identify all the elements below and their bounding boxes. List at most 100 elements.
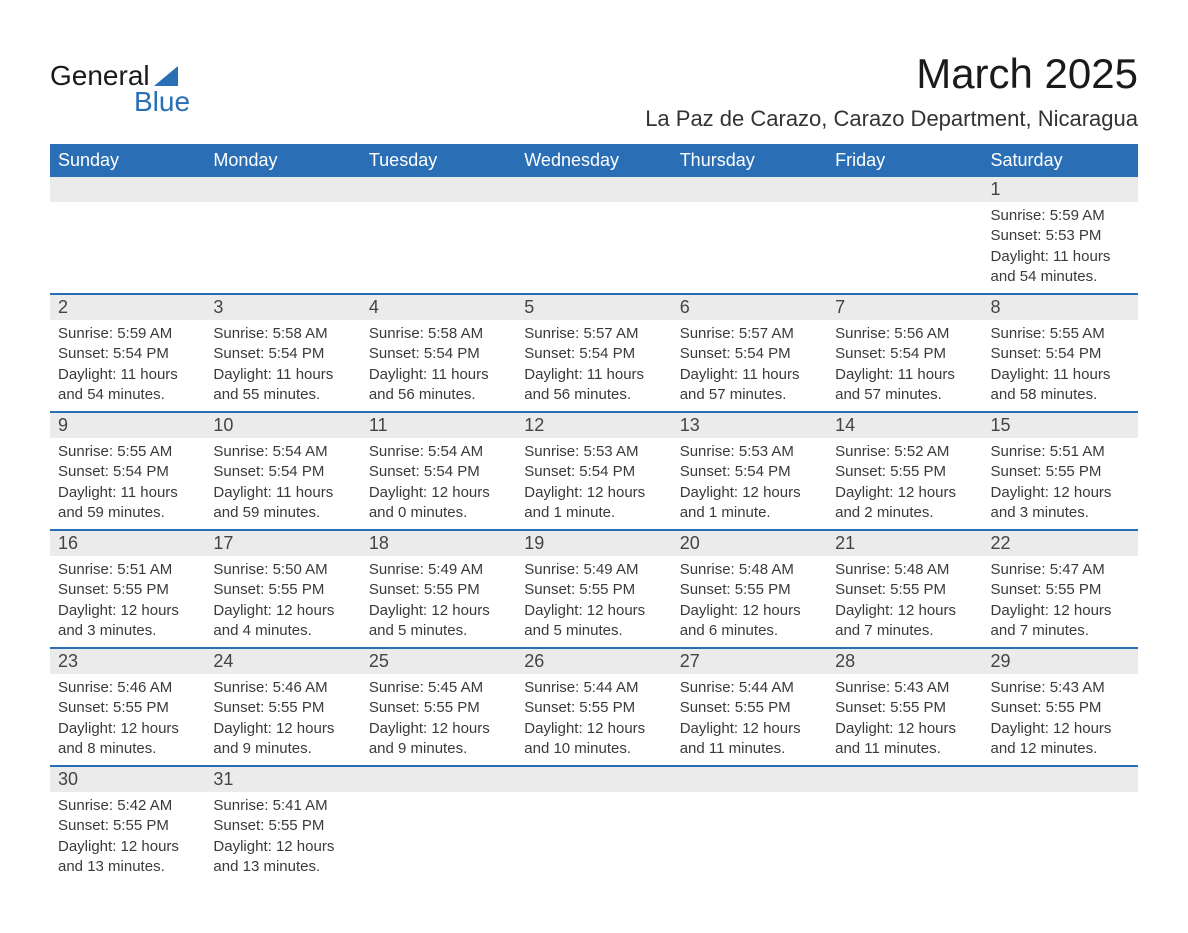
calendar-week-row: 16Sunrise: 5:51 AMSunset: 5:55 PMDayligh…	[50, 530, 1138, 648]
sunrise-text: Sunrise: 5:58 AM	[369, 324, 508, 344]
sunset-text: Sunset: 5:55 PM	[680, 580, 819, 600]
calendar-cell: 27Sunrise: 5:44 AMSunset: 5:55 PMDayligh…	[672, 648, 827, 766]
calendar-cell	[361, 177, 516, 294]
sunrise-text: Sunrise: 5:54 AM	[369, 442, 508, 462]
sunrise-text: Sunrise: 5:53 AM	[680, 442, 819, 462]
day-number: 5	[516, 295, 671, 320]
day-details: Sunrise: 5:58 AMSunset: 5:54 PMDaylight:…	[205, 320, 360, 411]
sunrise-text: Sunrise: 5:55 AM	[991, 324, 1130, 344]
calendar-cell: 17Sunrise: 5:50 AMSunset: 5:55 PMDayligh…	[205, 530, 360, 648]
weekday-header: Saturday	[983, 144, 1138, 177]
day-number: 11	[361, 413, 516, 438]
calendar-body: 1Sunrise: 5:59 AMSunset: 5:53 PMDaylight…	[50, 177, 1138, 883]
sunset-text: Sunset: 5:54 PM	[369, 344, 508, 364]
day-number: 13	[672, 413, 827, 438]
calendar-week-row: 1Sunrise: 5:59 AMSunset: 5:53 PMDaylight…	[50, 177, 1138, 294]
sunrise-text: Sunrise: 5:59 AM	[58, 324, 197, 344]
calendar-header: SundayMondayTuesdayWednesdayThursdayFrid…	[50, 144, 1138, 177]
calendar-cell: 13Sunrise: 5:53 AMSunset: 5:54 PMDayligh…	[672, 412, 827, 530]
day-number: 17	[205, 531, 360, 556]
day-number: 30	[50, 767, 205, 792]
calendar-cell: 3Sunrise: 5:58 AMSunset: 5:54 PMDaylight…	[205, 294, 360, 412]
day-number	[50, 177, 205, 202]
day-number	[672, 767, 827, 792]
sunset-text: Sunset: 5:54 PM	[213, 462, 352, 482]
sunrise-text: Sunrise: 5:48 AM	[680, 560, 819, 580]
day-number: 1	[983, 177, 1138, 202]
sunrise-text: Sunrise: 5:44 AM	[680, 678, 819, 698]
calendar-cell: 6Sunrise: 5:57 AMSunset: 5:54 PMDaylight…	[672, 294, 827, 412]
daylight-text: Daylight: 12 hours and 11 minutes.	[680, 719, 819, 760]
weekday-header: Friday	[827, 144, 982, 177]
day-number: 4	[361, 295, 516, 320]
calendar-cell	[50, 177, 205, 294]
calendar-cell: 22Sunrise: 5:47 AMSunset: 5:55 PMDayligh…	[983, 530, 1138, 648]
daylight-text: Daylight: 11 hours and 59 minutes.	[213, 483, 352, 524]
daylight-text: Daylight: 12 hours and 13 minutes.	[213, 837, 352, 878]
calendar-cell: 28Sunrise: 5:43 AMSunset: 5:55 PMDayligh…	[827, 648, 982, 766]
day-number: 25	[361, 649, 516, 674]
calendar-cell	[827, 766, 982, 883]
calendar-cell: 21Sunrise: 5:48 AMSunset: 5:55 PMDayligh…	[827, 530, 982, 648]
day-number: 14	[827, 413, 982, 438]
sunset-text: Sunset: 5:55 PM	[835, 580, 974, 600]
sunset-text: Sunset: 5:54 PM	[58, 344, 197, 364]
sunset-text: Sunset: 5:55 PM	[835, 462, 974, 482]
sunset-text: Sunset: 5:53 PM	[991, 226, 1130, 246]
day-details: Sunrise: 5:43 AMSunset: 5:55 PMDaylight:…	[827, 674, 982, 765]
sunrise-text: Sunrise: 5:49 AM	[524, 560, 663, 580]
calendar-cell: 23Sunrise: 5:46 AMSunset: 5:55 PMDayligh…	[50, 648, 205, 766]
calendar-week-row: 30Sunrise: 5:42 AMSunset: 5:55 PMDayligh…	[50, 766, 1138, 883]
calendar-cell: 31Sunrise: 5:41 AMSunset: 5:55 PMDayligh…	[205, 766, 360, 883]
sunset-text: Sunset: 5:54 PM	[58, 462, 197, 482]
day-details: Sunrise: 5:46 AMSunset: 5:55 PMDaylight:…	[205, 674, 360, 765]
day-number	[361, 767, 516, 792]
day-details: Sunrise: 5:53 AMSunset: 5:54 PMDaylight:…	[516, 438, 671, 529]
day-number: 22	[983, 531, 1138, 556]
calendar-week-row: 9Sunrise: 5:55 AMSunset: 5:54 PMDaylight…	[50, 412, 1138, 530]
sunrise-text: Sunrise: 5:58 AM	[213, 324, 352, 344]
daylight-text: Daylight: 11 hours and 56 minutes.	[369, 365, 508, 406]
day-number: 16	[50, 531, 205, 556]
daylight-text: Daylight: 11 hours and 54 minutes.	[991, 247, 1130, 288]
daylight-text: Daylight: 12 hours and 5 minutes.	[524, 601, 663, 642]
calendar-table: SundayMondayTuesdayWednesdayThursdayFrid…	[50, 144, 1138, 883]
day-details	[361, 792, 516, 872]
day-number	[516, 177, 671, 202]
day-details: Sunrise: 5:59 AMSunset: 5:53 PMDaylight:…	[983, 202, 1138, 293]
calendar-cell: 16Sunrise: 5:51 AMSunset: 5:55 PMDayligh…	[50, 530, 205, 648]
daylight-text: Daylight: 12 hours and 13 minutes.	[58, 837, 197, 878]
daylight-text: Daylight: 11 hours and 59 minutes.	[58, 483, 197, 524]
day-details	[50, 202, 205, 282]
day-details: Sunrise: 5:55 AMSunset: 5:54 PMDaylight:…	[50, 438, 205, 529]
calendar-cell: 9Sunrise: 5:55 AMSunset: 5:54 PMDaylight…	[50, 412, 205, 530]
day-number: 8	[983, 295, 1138, 320]
sunrise-text: Sunrise: 5:44 AM	[524, 678, 663, 698]
sunset-text: Sunset: 5:54 PM	[213, 344, 352, 364]
sunrise-text: Sunrise: 5:46 AM	[213, 678, 352, 698]
day-number	[205, 177, 360, 202]
daylight-text: Daylight: 12 hours and 5 minutes.	[369, 601, 508, 642]
daylight-text: Daylight: 12 hours and 3 minutes.	[58, 601, 197, 642]
sunset-text: Sunset: 5:54 PM	[524, 462, 663, 482]
calendar-cell	[672, 766, 827, 883]
daylight-text: Daylight: 12 hours and 6 minutes.	[680, 601, 819, 642]
day-details: Sunrise: 5:46 AMSunset: 5:55 PMDaylight:…	[50, 674, 205, 765]
sunset-text: Sunset: 5:54 PM	[680, 462, 819, 482]
day-number: 18	[361, 531, 516, 556]
calendar-cell: 19Sunrise: 5:49 AMSunset: 5:55 PMDayligh…	[516, 530, 671, 648]
sunset-text: Sunset: 5:55 PM	[524, 580, 663, 600]
weekday-header: Sunday	[50, 144, 205, 177]
sunset-text: Sunset: 5:54 PM	[835, 344, 974, 364]
day-details: Sunrise: 5:54 AMSunset: 5:54 PMDaylight:…	[361, 438, 516, 529]
calendar-cell: 15Sunrise: 5:51 AMSunset: 5:55 PMDayligh…	[983, 412, 1138, 530]
day-details: Sunrise: 5:48 AMSunset: 5:55 PMDaylight:…	[827, 556, 982, 647]
day-details: Sunrise: 5:59 AMSunset: 5:54 PMDaylight:…	[50, 320, 205, 411]
day-details	[983, 792, 1138, 872]
daylight-text: Daylight: 11 hours and 56 minutes.	[524, 365, 663, 406]
sunrise-text: Sunrise: 5:43 AM	[991, 678, 1130, 698]
calendar-cell: 20 Sunrise: 5:48 AMSunset: 5:55 PMDayligh…	[672, 530, 827, 648]
calendar-cell: 18Sunrise: 5:49 AMSunset: 5:55 PMDayligh…	[361, 530, 516, 648]
day-number: 20	[672, 531, 827, 556]
daylight-text: Daylight: 12 hours and 4 minutes.	[213, 601, 352, 642]
